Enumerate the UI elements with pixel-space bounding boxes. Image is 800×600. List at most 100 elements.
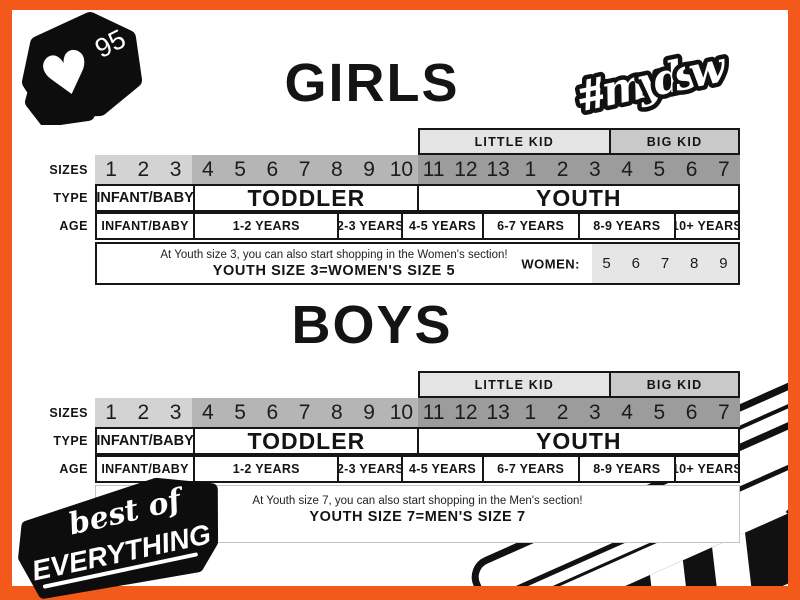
- kid-group-header: LITTLE KID: [417, 128, 611, 155]
- girls-womens-note: At Youth size 3, you can also start shop…: [95, 242, 740, 285]
- type-cell: TODDLER: [193, 186, 417, 210]
- age-cell: 2-3 YEARS: [337, 214, 401, 238]
- type-cell: YOUTH: [417, 186, 738, 210]
- size-cell: 5: [224, 398, 257, 427]
- age-row: INFANT/BABY 1-2 YEARS 2-3 YEARS 4-5 YEARS 6-…: [95, 455, 740, 483]
- type-row: INFANT/BABY TODDLER YOUTH: [95, 184, 740, 212]
- kid-group-header: BIG KID: [611, 371, 740, 398]
- age-cell: 6-7 YEARS: [481, 457, 578, 481]
- age-cell: 8-9 YEARS: [577, 214, 674, 238]
- women-size-value: 9: [719, 255, 728, 272]
- size-cell: 2: [546, 398, 579, 427]
- size-cell: 1: [514, 398, 547, 427]
- size-cell: 11: [417, 155, 450, 184]
- size-cell: 1: [514, 155, 547, 184]
- underline-swoosh: [42, 552, 198, 589]
- kid-header-row: LITTLE KID BIG KID: [95, 128, 740, 155]
- kid-group-header: LITTLE KID: [417, 371, 611, 398]
- note-line1: At Youth size 7, you can also start shop…: [252, 495, 583, 507]
- size-cell: 13: [482, 398, 515, 427]
- type-cell: YOUTH: [417, 429, 738, 453]
- size-cell: 6: [675, 155, 708, 184]
- womens-sizes-box: 5 6 7 8 9: [592, 244, 738, 283]
- age-cell: 1-2 YEARS: [193, 214, 337, 238]
- sizes-row-label: SIZES: [49, 162, 88, 177]
- size-cell: 2: [546, 155, 579, 184]
- sizes-row-label: SIZES: [49, 405, 88, 420]
- size-cell: 7: [288, 155, 321, 184]
- cassette-window-stripe: [649, 560, 691, 586]
- size-cell: 11: [417, 398, 450, 427]
- age-row: INFANT/BABY 1-2 YEARS 2-3 YEARS 4-5 YEARS 6-…: [95, 212, 740, 240]
- type-cell: INFANT/BABY: [97, 190, 194, 206]
- girls-size-chart: LITTLE KID BIG KID SIZES 1 2 3 4 5 6 7 8 9 10 11 12 1…: [12, 128, 788, 318]
- size-cell: 13: [482, 155, 515, 184]
- size-cell: 3: [159, 398, 192, 427]
- size-cell: 8: [320, 398, 353, 427]
- note-line2: YOUTH SIZE 3=WOMEN'S SIZE 5: [212, 262, 456, 279]
- size-cell: 4: [611, 398, 644, 427]
- content-area: ♥ 95 #mydsw GIRLS LITTLE KID BIG KID SIZE…: [12, 10, 788, 586]
- note-line1: At Youth size 3, you can also start shop…: [160, 248, 508, 261]
- size-cell: 2: [127, 398, 160, 427]
- sticker-blob: [22, 12, 142, 118]
- size-cell: 7: [288, 398, 321, 427]
- best-of-everything-sticker: best of EVERYTHING: [7, 466, 235, 600]
- women-size-value: 8: [690, 255, 699, 272]
- size-cell: 1: [95, 398, 128, 427]
- cassette-window-stripe: [712, 532, 753, 586]
- size-cell: 5: [224, 155, 257, 184]
- size-cell: 3: [578, 398, 611, 427]
- size-cell: 3: [159, 155, 192, 184]
- size-cell: 5: [643, 398, 676, 427]
- cassette-window: [583, 507, 788, 586]
- size-cell: 6: [675, 398, 708, 427]
- age-row-label: AGE: [59, 462, 88, 476]
- size-cell: 8: [320, 155, 353, 184]
- age-cell: 2-3 YEARS: [337, 457, 401, 481]
- women-label: WOMEN:: [521, 256, 580, 271]
- type-cell: INFANT/BABY: [97, 433, 194, 449]
- size-cell: 9: [353, 155, 386, 184]
- sticker-blob: [18, 477, 219, 599]
- size-cell: 10: [385, 398, 418, 427]
- type-row: INFANT/BABY TODDLER YOUTH: [95, 427, 740, 455]
- women-size-value: 7: [660, 255, 670, 272]
- note-line2: YOUTH SIZE 7=MEN'S SIZE 7: [309, 509, 526, 525]
- age-cell: INFANT/BABY: [101, 462, 189, 476]
- women-size-value: 5: [602, 255, 611, 272]
- size-cell: 5: [643, 155, 676, 184]
- note-text: At Youth size 3, you can also start shop…: [109, 249, 559, 279]
- size-cell: 10: [385, 155, 418, 184]
- age-row-label: AGE: [59, 219, 88, 233]
- sizes-row: 1 2 3 4 5 6 7 8 9 10 11 12 13 1 2 3 4 5 6 7: [95, 398, 740, 427]
- type-row-label: TYPE: [53, 191, 88, 205]
- size-cell: 4: [191, 155, 224, 184]
- size-cell: 3: [578, 155, 611, 184]
- size-cell: 9: [353, 398, 386, 427]
- kid-header-spacer: [95, 128, 418, 155]
- kid-header-row: LITTLE KID BIG KID: [95, 371, 740, 398]
- size-cell: 12: [449, 155, 482, 184]
- age-cell: 1-2 YEARS: [193, 457, 337, 481]
- size-cell: 7: [707, 155, 740, 184]
- age-cell: 4-5 YEARS: [401, 457, 481, 481]
- girls-section-title: GIRLS: [284, 53, 460, 113]
- cassette-label-line: [506, 539, 660, 586]
- age-cell: 6-7 YEARS: [481, 214, 578, 238]
- size-cell: 6: [256, 155, 289, 184]
- age-cell: INFANT/BABY: [101, 219, 189, 233]
- heart-likes-sticker: ♥ 95: [18, 10, 148, 127]
- type-cell: TODDLER: [193, 429, 417, 453]
- sizes-row: 1 2 3 4 5 6 7 8 9 10 11 12 13 1 2 3 4 5 6 7: [95, 155, 740, 184]
- note-text: At Youth size 7, you can also start shop…: [96, 486, 739, 525]
- kid-header-spacer: [95, 371, 418, 398]
- age-cell: 10+ YEARS: [673, 214, 738, 238]
- women-size-value: 6: [631, 255, 640, 272]
- boys-size-chart: LITTLE KID BIG KID SIZES 1 2 3 4 5 6 7 8 9 10 11 12 1…: [12, 371, 788, 561]
- size-cell: 1: [95, 155, 128, 184]
- age-cell: 10+ YEARS: [673, 457, 738, 481]
- age-cell: 8-9 YEARS: [577, 457, 674, 481]
- size-cell: 12: [449, 398, 482, 427]
